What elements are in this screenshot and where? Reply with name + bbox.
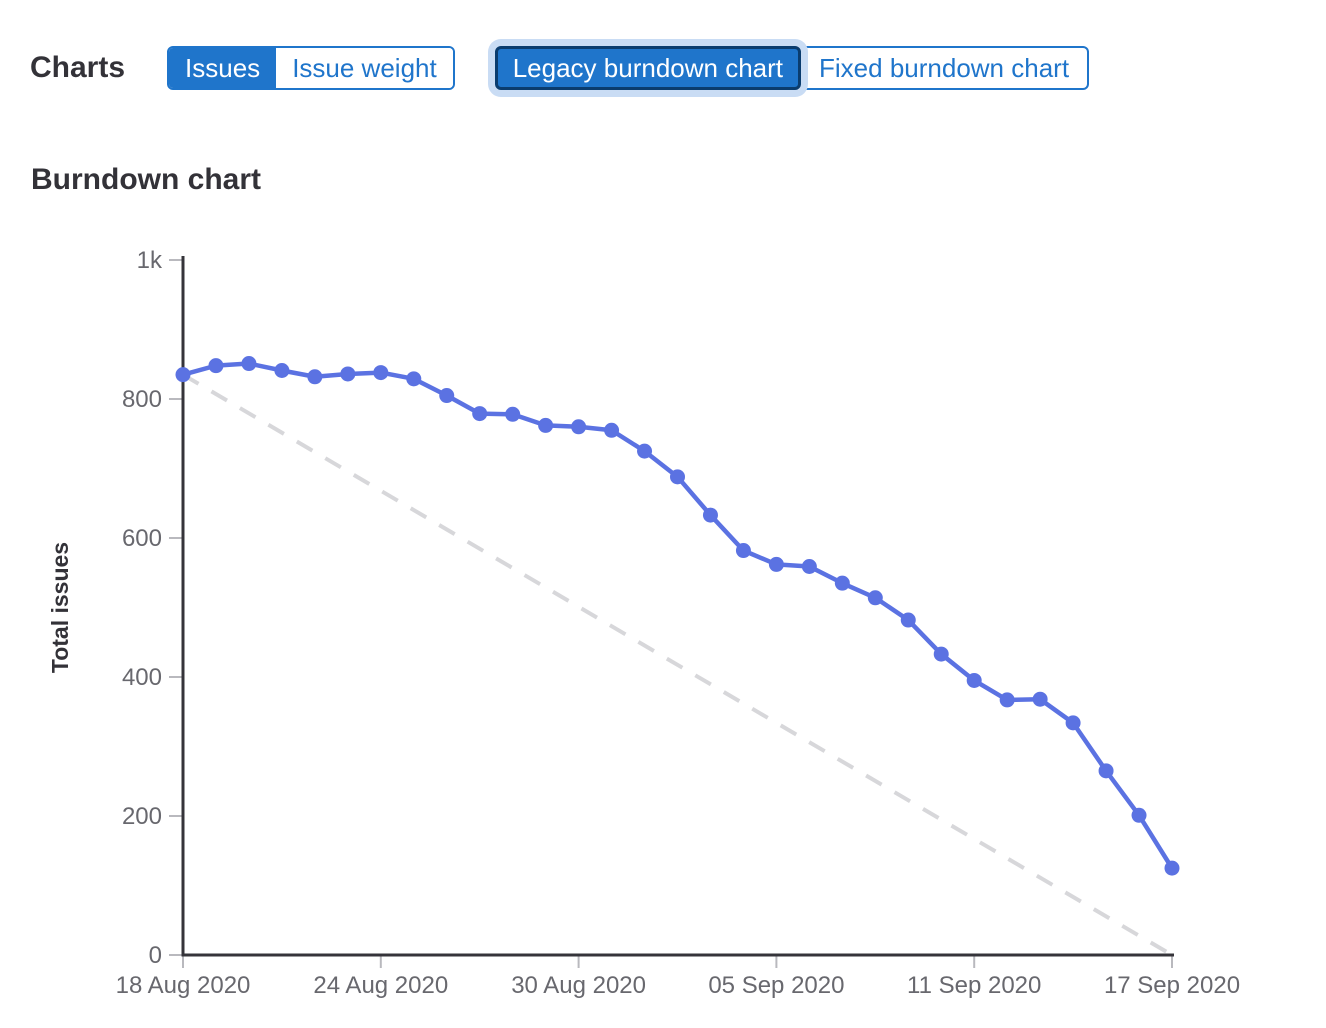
fixed-burndown-chart-button[interactable]: Fixed burndown chart: [801, 46, 1090, 90]
svg-text:200: 200: [122, 803, 162, 830]
svg-text:30 Aug 2020: 30 Aug 2020: [511, 972, 646, 999]
charts-label: Charts: [30, 51, 126, 84]
svg-text:11 Sep 2020: 11 Sep 2020: [907, 972, 1041, 999]
svg-text:1k: 1k: [137, 247, 163, 274]
metric-toggle-group: Issues Issue weight: [167, 46, 455, 90]
svg-text:600: 600: [122, 525, 162, 552]
issue-weight-toggle-button[interactable]: Issue weight: [276, 48, 453, 88]
svg-text:800: 800: [122, 386, 162, 413]
burndown-chart-svg: 0 200 400 600 800 1k 18 Aug 2020 24 Aug 2020 30 …: [47, 247, 1240, 999]
issues-toggle-button[interactable]: Issues: [169, 48, 277, 88]
svg-text:17 Sep 2020: 17 Sep 2020: [1104, 972, 1240, 999]
svg-text:05 Sep 2020: 05 Sep 2020: [708, 972, 844, 999]
legacy-burndown-chart-button[interactable]: Legacy burndown chart: [494, 46, 802, 90]
svg-text:Total issues: Total issues: [47, 542, 73, 673]
svg-text:18 Aug 2020: 18 Aug 2020: [116, 972, 251, 999]
svg-text:400: 400: [122, 664, 162, 691]
charts-toolbar: Charts Issues Issue weight Legacy burndo…: [30, 46, 1090, 90]
section-title: Burndown chart: [31, 163, 261, 196]
svg-text:0: 0: [149, 942, 162, 969]
chart-type-toggle-group: Legacy burndown chart Fixed burndown cha…: [494, 46, 1090, 90]
svg-text:24 Aug 2020: 24 Aug 2020: [313, 972, 448, 999]
